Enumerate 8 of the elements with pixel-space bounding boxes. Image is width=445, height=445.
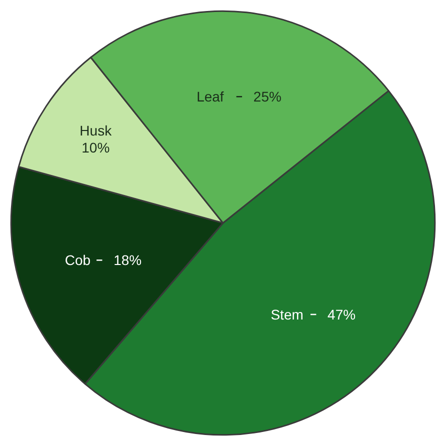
data-label: 18% (114, 252, 142, 268)
data-label: 47% (328, 306, 356, 322)
slice-label: Leaf (196, 88, 224, 105)
slice-label: Husk (80, 122, 113, 139)
data-label: 10% (82, 139, 110, 156)
slice-label: Stem (270, 306, 304, 322)
data-label: 25% (253, 88, 282, 105)
slice-label: Cob (64, 252, 91, 268)
